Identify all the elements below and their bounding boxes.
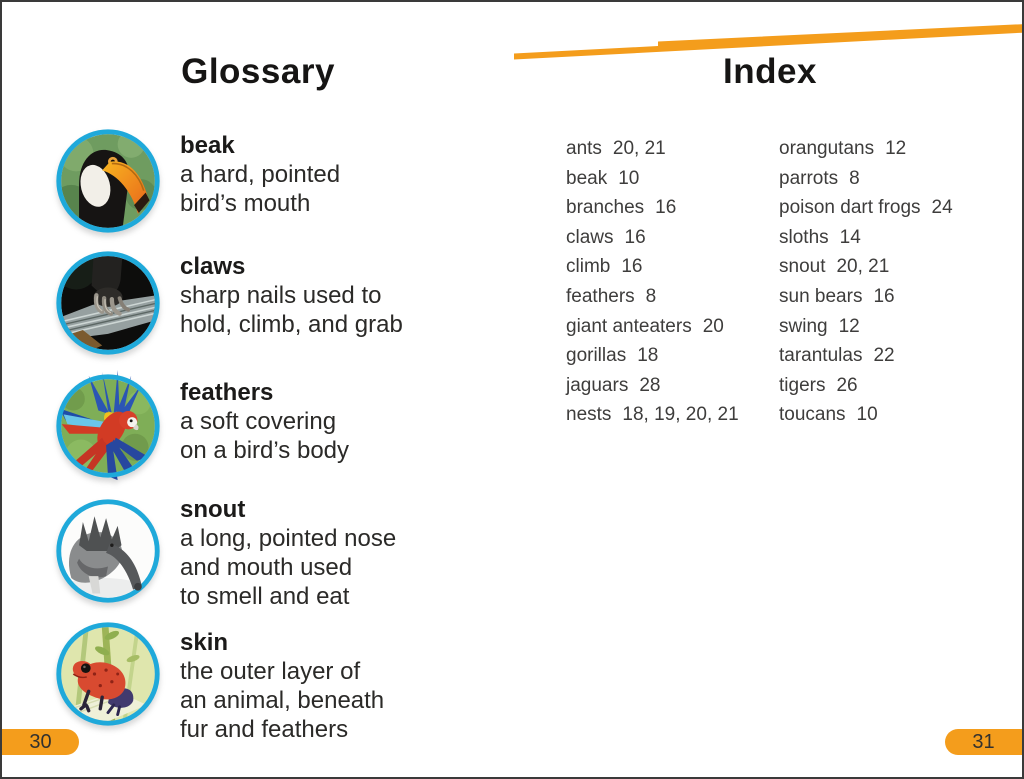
glossary-definition: a long, pointed nose and mouth used to s… (180, 525, 397, 610)
glossary-definition: sharp nails used to hold, climb, and gra… (180, 282, 403, 338)
toucan-photo (56, 129, 160, 233)
index-entry: feathers 8 (566, 285, 657, 307)
index-entry: ants 20, 21 (566, 138, 666, 159)
glossary-entry-snout: snout a long, pointed nose and mouth use… (52, 495, 480, 611)
index-entry: swing 12 (779, 315, 860, 337)
index-entry: giant anteaters 20 (566, 315, 724, 337)
index-entry: tigers 26 (779, 374, 858, 396)
index-entry: jaguars 28 (566, 374, 661, 396)
glossary-term: feathers (180, 379, 274, 406)
index-column-right: orangutans 12 parrots 8 poison dart frogs 2… (779, 134, 1019, 430)
primate-claws-photo (56, 251, 160, 355)
index-entry: gorillas 18 (566, 345, 659, 367)
glossary-entry-skin: skin the outer layer of an animal, benea… (52, 618, 480, 744)
index-title: Index (723, 52, 817, 91)
glossary-entry-claws: claws sharp nails used to hold, climb, a… (52, 247, 480, 359)
index-entry: snout 20, 21 (779, 256, 890, 278)
glossary-term: snout (180, 496, 246, 523)
glossary-term: beak (180, 132, 235, 159)
glossary-definition: the outer layer of an animal, beneath fu… (180, 658, 385, 743)
glossary-term: claws (180, 253, 246, 280)
index-column-left: ants 20, 21 beak 10 branches 16 claws 16 cli… (566, 134, 781, 430)
scarlet-macaw-photo (56, 370, 160, 481)
index-entry: climb 16 (566, 256, 643, 278)
glossary-title: Glossary (181, 52, 335, 91)
glossary-entry-beak: beak a hard, pointed bird’s mouth (52, 125, 480, 237)
index-entry: nests 18, 19, 20, 21 (566, 404, 739, 426)
index-entry: claws 16 (566, 226, 646, 248)
index-entry: tarantulas 22 (779, 345, 895, 367)
index-entry: poison dart frogs 24 (779, 197, 953, 219)
glossary-definition: a soft covering on a bird’s body (180, 408, 350, 464)
index-entry: parrots 8 (779, 167, 860, 189)
index-entry: beak 10 (566, 167, 640, 189)
index-entry: toucans 10 (779, 404, 878, 426)
anteater-photo (56, 499, 160, 603)
index-entry: orangutans 12 (779, 138, 907, 159)
index-entry: sun bears 16 (779, 285, 895, 307)
poison-dart-frog-photo (56, 622, 160, 726)
glossary-term: skin (180, 629, 229, 656)
index-entry: sloths 14 (779, 226, 861, 248)
page-number-right: 31 (945, 729, 1022, 755)
index-entry: branches 16 (566, 197, 677, 219)
glossary-definition: a hard, pointed bird’s mouth (180, 161, 341, 217)
glossary-entry-feathers: feathers a soft covering on a bird’s bod… (52, 370, 480, 482)
page-number-left: 30 (2, 729, 79, 755)
